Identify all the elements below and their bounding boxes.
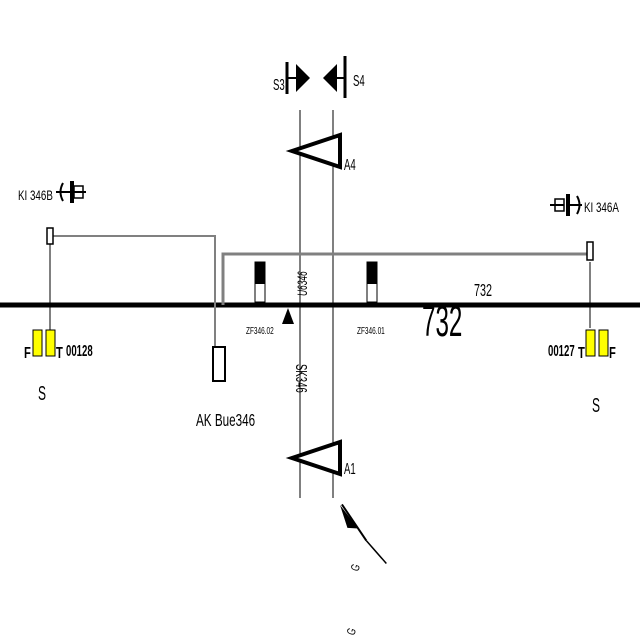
bottom-flag-icon [340, 503, 387, 565]
ak-label: AK Bue346 [196, 411, 255, 431]
bottom-label-g1: G [349, 563, 363, 573]
sk-label: SK346 [292, 364, 310, 393]
cable-left [49, 235, 216, 350]
axle-counter-a1-label: A1 [344, 459, 356, 477]
insulated-joint-right-label: KI 346A [584, 199, 620, 215]
left-station-f: F [24, 343, 31, 362]
insulated-joint-right-icon [550, 194, 594, 261]
signal-s3-label: S3 [273, 75, 285, 93]
insulated-joint-left-icon [46, 181, 86, 245]
axle-counter-a1-icon [285, 439, 342, 477]
marker-zf-right-label: ZF346.01 [357, 325, 385, 337]
left-station-code: 00128 [66, 341, 93, 359]
signal-s4-icon [323, 56, 347, 98]
signal-s4-label: S4 [353, 71, 365, 89]
left-lamp-1 [32, 329, 43, 357]
insulated-joint-left-label: KI 346B [18, 187, 53, 203]
right-station-f: F [609, 343, 616, 362]
right-station-s: S [592, 395, 600, 417]
u-label: U6346 [296, 271, 311, 296]
bottom-label-g2: G [345, 627, 359, 637]
left-station-s: S [38, 383, 46, 405]
ak-box-icon [212, 346, 226, 382]
right-lamp-2 [598, 329, 609, 357]
left-station-t: T [56, 343, 63, 362]
right-station-t: T [578, 343, 585, 362]
track-number-small: 732 [474, 281, 492, 300]
right-lamp-1 [585, 329, 596, 357]
signal-s3-icon [285, 62, 310, 94]
axle-counter-a4-label: A4 [344, 155, 356, 173]
cable-right [221, 252, 590, 305]
sk-marker-icon [282, 308, 294, 324]
left-lamp-2 [45, 329, 56, 357]
marker-zf-left-label: ZF346.02 [246, 325, 274, 337]
axle-counter-a4-icon [285, 132, 342, 170]
right-station-code: 00127 [548, 341, 575, 359]
track-number-main: 732 [422, 296, 462, 346]
